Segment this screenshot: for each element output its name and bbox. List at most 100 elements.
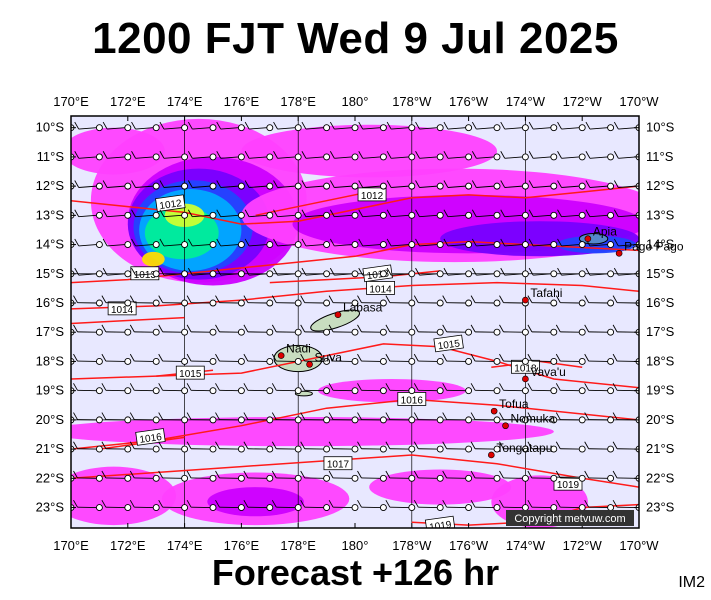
lon-label-bottom: 170°E	[53, 538, 89, 553]
wind-station-circle	[124, 211, 132, 219]
wind-station-circle	[152, 153, 160, 161]
wind-feather	[187, 238, 193, 247]
lat-label-left: 17°S	[36, 324, 65, 339]
wind-feather	[385, 324, 391, 333]
wind-barb	[187, 267, 217, 278]
wind-feather	[300, 353, 306, 362]
wind-feather	[470, 470, 476, 479]
wind-feather	[443, 238, 449, 247]
wind-feather	[102, 238, 108, 247]
lon-label-top: 170°W	[619, 94, 659, 109]
isobar-10	[71, 454, 639, 488]
wind-feather	[73, 295, 78, 303]
wind-station-circle	[323, 416, 331, 424]
wind-feather	[470, 295, 476, 303]
wind-station-circle	[95, 504, 103, 511]
wind-feather	[131, 209, 136, 217]
wind-barb	[159, 238, 189, 249]
wind-barb	[102, 151, 132, 161]
wind-shaft	[504, 273, 523, 276]
wind-station-circle	[294, 416, 302, 424]
wind-feather	[129, 295, 135, 303]
lat-label-left: 11°S	[37, 149, 65, 164]
wind-barb	[273, 180, 302, 190]
wind-shaft	[391, 214, 409, 218]
wind-shaft	[362, 214, 381, 218]
wind-station-circle	[152, 241, 160, 249]
wind-station-circle	[266, 357, 274, 365]
wind-feather	[271, 383, 277, 391]
wind-barb	[555, 324, 586, 336]
wind-feather	[470, 324, 476, 333]
wind-feather	[131, 151, 136, 159]
wind-feather	[527, 499, 533, 508]
wind-shaft	[561, 156, 580, 159]
wind-feather	[499, 441, 504, 449]
wind-barb	[584, 353, 615, 365]
wind-barb	[102, 209, 132, 219]
wind-shaft	[447, 156, 466, 159]
wind-shaft	[107, 185, 125, 188]
wind-station-circle	[209, 445, 217, 453]
wind-barb	[74, 121, 103, 132]
wind-barb	[129, 470, 160, 482]
wind-feather	[386, 267, 392, 276]
isobar-label: 1016	[139, 432, 163, 446]
wind-barb	[555, 441, 586, 453]
wind-station-circle	[607, 211, 615, 219]
wind-station-circle	[266, 416, 274, 424]
wind-barb	[186, 295, 217, 307]
wind-barb	[244, 151, 274, 161]
wind-feather	[613, 267, 619, 276]
wind-barb	[186, 324, 217, 336]
wind-station-circle	[408, 445, 416, 453]
wind-shaft	[391, 156, 409, 159]
wind-station-circle	[124, 124, 132, 132]
wind-station-circle	[607, 182, 615, 190]
wind-barb	[159, 121, 189, 132]
lon-label-top: 176°W	[449, 94, 489, 109]
wind-shaft	[192, 185, 211, 188]
wind-barb	[158, 383, 189, 395]
wind-feather	[584, 470, 590, 479]
wind-feather	[612, 499, 618, 508]
wind-feather	[215, 441, 220, 449]
wind-shaft	[107, 127, 125, 130]
wind-barb	[243, 441, 274, 453]
wind-feather	[528, 209, 534, 217]
wind-feather	[187, 267, 193, 276]
wind-station-circle	[465, 387, 473, 395]
wind-barb	[300, 353, 331, 365]
wind-station-circle	[95, 211, 103, 219]
wind-shaft	[107, 273, 125, 276]
wind-feather	[271, 353, 277, 362]
wind-barb	[101, 324, 132, 336]
wind-barb	[527, 353, 558, 365]
wind-feather	[300, 383, 306, 391]
isobar-label: 1012	[361, 191, 384, 202]
wind-feather	[158, 324, 164, 333]
wind-station-circle	[465, 416, 473, 424]
wind-feather	[187, 121, 193, 130]
wind-feather	[329, 267, 335, 276]
wind-barb	[271, 383, 302, 395]
place-label: Tofua	[499, 397, 529, 411]
wind-barb	[187, 151, 217, 161]
wind-station-circle	[408, 387, 416, 395]
wind-barb	[413, 441, 444, 453]
wind-feather	[244, 209, 250, 217]
wind-barb	[443, 121, 473, 132]
wind-station-circle	[266, 387, 274, 395]
lon-label-top: 172°E	[110, 94, 146, 109]
wind-station-circle	[550, 299, 558, 307]
wind-station-circle	[152, 270, 160, 278]
lon-label-top: 178°W	[392, 94, 432, 109]
wind-barb	[73, 499, 103, 511]
wind-station-circle	[209, 474, 217, 482]
place-dot	[334, 311, 342, 318]
wind-station-circle	[408, 357, 416, 365]
wind-station-circle	[465, 474, 473, 482]
wind-station-circle	[408, 474, 416, 482]
wind-barb	[584, 499, 615, 511]
lon-label-bottom: 174°W	[506, 538, 546, 553]
